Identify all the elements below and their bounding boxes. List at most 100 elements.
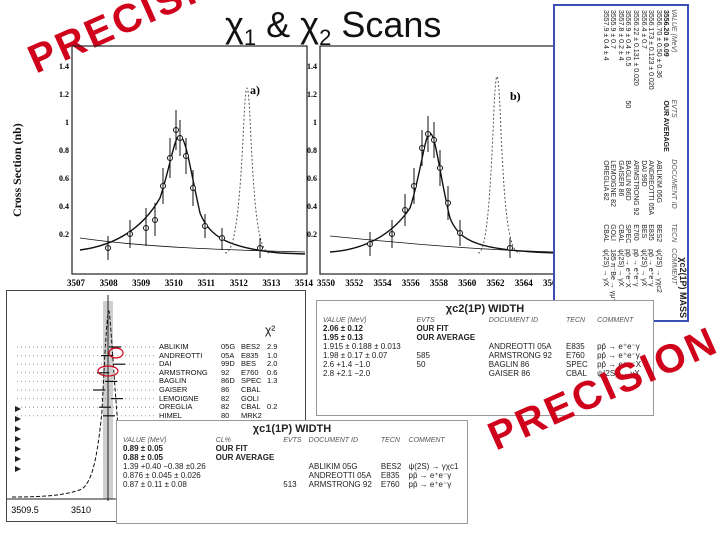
table-cell <box>213 462 281 471</box>
ideogram-entry-cell: 2.9 <box>267 342 278 351</box>
table-row: 2.06 ± 0.12 OUR FIT <box>320 324 650 333</box>
table-cell: BES2 <box>380 462 402 471</box>
ideogram-entry-cell: MRK2 <box>241 410 262 420</box>
y-tick-label: 1.4 <box>307 62 317 71</box>
table-cell: 3557.9 ± 0.4 ± 4 <box>602 10 609 61</box>
x-tick-label: 3513 <box>262 278 281 288</box>
table-cell: GAISER 86 <box>617 160 624 197</box>
x-tick-label: 3507 <box>67 278 86 288</box>
panel-b-xticks: 3550 3552 3554 3556 3558 3560 3562 3564 3566 <box>317 278 562 288</box>
ideogram-entry-cell: ANDREOTTI <box>159 350 203 360</box>
table-cell: 3556.9 ± 0.4 ± 0.5 <box>624 10 632 67</box>
ideogram-entry-cell: 99D <box>221 359 235 369</box>
table-row: 1.39 +0.40 −0.38 ±0.26 ABLIKIM 05G BES2 ψ(2… <box>120 462 464 471</box>
table-row: 3557.9 ± 0.4 ± 4 OREGLIA 82 CBAL ψ(2S) → γX <box>602 8 609 320</box>
table-row: 2.6 +1.4 −1.0 50 BAGLIN 86 SPEC pp̄ → e⁺e⁻X <box>320 360 650 369</box>
table-cell: ABLIKIM 05G <box>655 160 662 204</box>
ideogram-entry: LEMOIGNE 82 GOLI <box>159 393 309 404</box>
panel-a-tag: a) <box>250 83 260 97</box>
panel-b-points <box>367 116 513 258</box>
table-cell: 3555.9 ± 0.7 <box>609 10 617 49</box>
chi-c2-width-header: VALUE (MeV) EVTS DOCUMENT ID TECN COMMEN… <box>323 317 634 324</box>
table-cell <box>602 98 609 158</box>
table-cell: 2.06 ± 0.12 <box>323 324 363 333</box>
ideogram-entry-cell: CBAL <box>241 384 261 394</box>
x-tick-label: 3514 <box>295 278 314 288</box>
ideogram-entry: DAI 99D BES 2.0 <box>159 360 309 369</box>
table-cell <box>655 98 662 158</box>
y-tick-label: 1 <box>65 118 69 127</box>
table-row: 3555.9 ± 0.7 LEMOIGNE 82 GOLI 185 π⁻Be → γμ… <box>609 8 617 320</box>
ideogram-entry-cell: 80 <box>221 410 230 420</box>
title-amp: & χ <box>256 4 320 45</box>
ideogram-entry: OREGLIA 82 CBAL 0.2 <box>159 403 309 412</box>
ideogram-highlight-1 <box>108 347 124 359</box>
ideogram-arrow <box>15 466 21 472</box>
ideogram-panel: 3509.535103510.5 χ² ABLIKIM05GBES22.9AND… <box>6 290 309 522</box>
scan-plot: 1.41.210.80.60.40.2 1.41.210.80.60.40.2 … <box>59 45 562 288</box>
x-tick-label: 3564 <box>515 278 534 288</box>
y-tick-label: 0.2 <box>59 230 69 239</box>
table-cell: E835 <box>380 471 400 480</box>
chi-c1-width-title: χc1(1P) WIDTH <box>252 423 332 435</box>
x-tick-label: 3552 <box>345 278 364 288</box>
chi-c1-width-card: χc1(1P) WIDTH VALUE (MeV) CL% EVTS DOCUM… <box>116 420 468 524</box>
table-cell: pp̄ → e⁺e⁻X <box>597 360 642 369</box>
table-row: 1.98 ± 0.17 ± 0.07 585 ARMSTRONG 92 E760 pp̄… <box>320 351 650 360</box>
chi-c2-width-title: χc2(1P) WIDTH <box>445 303 525 315</box>
table-cell: OUR FIT <box>416 324 449 333</box>
table-cell: CBAL <box>566 369 587 378</box>
ideogram-arrow <box>15 456 21 462</box>
table-cell: OREGLIA 82 <box>602 160 609 201</box>
y-tick-label: 0.4 <box>59 202 69 211</box>
ideogram-entry-cell: BES <box>241 359 257 369</box>
table-cell: 513 <box>283 480 297 489</box>
ideogram-x-tick: 3510 <box>71 505 91 515</box>
panel-b-yticks: 1.4 1.2 1 0.8 0.6 0.4 0.2 <box>307 62 317 239</box>
table-cell: BES2 <box>655 224 662 243</box>
table-cell: 2.6 +1.4 −1.0 <box>323 360 371 369</box>
table-row: 0.87 ± 0.11 ± 0.08 513 ARMSTRONG 92 E760 pp̄… <box>120 480 464 489</box>
table-row: 3556.173 ± 0.123 ± 0.020 ANDREOTTI 05A E83… <box>647 8 655 320</box>
table-cell: pp̄ → e⁺e⁻γ <box>408 471 452 480</box>
y-tick-label: 1.2 <box>59 90 69 99</box>
table-cell: ψ(2S) → γχc1 <box>408 462 459 471</box>
y-tick-label: 0.6 <box>59 174 69 183</box>
x-tick-label: 3556 <box>402 278 421 288</box>
mass-card-title: χc2(1P) MASS <box>678 257 688 318</box>
table-cell: E835 <box>566 342 585 351</box>
panel-a-points <box>105 110 263 260</box>
table-cell: ARMSTRONG 92 <box>632 160 640 216</box>
table-cell: 3557.8 ± 0.2 ± 4 <box>617 10 624 61</box>
table-cell: 1.915 ± 0.188 ± 0.013 <box>323 342 401 351</box>
ideogram-entry-cell: E835 <box>241 350 259 360</box>
panel-b-background-curve <box>329 235 556 253</box>
table-row: 0.89 ± 0.05 OUR FIT <box>120 444 464 453</box>
x-tick-label: 3509 <box>132 278 151 288</box>
x-tick-label: 3558 <box>430 278 449 288</box>
table-cell <box>632 98 640 158</box>
chi-c1-width-table: VALUE (MeV) CL% EVTS DOCUMENT ID TECN CO… <box>120 437 464 489</box>
table-cell: 3556.70 ± 0.50 ± 0.36 <box>655 10 662 79</box>
x-tick-label: 3508 <box>100 278 119 288</box>
ideogram-entry-cell: BAGLIN <box>159 376 187 386</box>
table-cell: 3556.4 ± 0.7 <box>640 10 647 49</box>
title-chi: χ <box>225 4 244 45</box>
table-cell: ANDREOTTI 05A <box>488 342 552 351</box>
table-cell: ANDREOTTI 05A <box>308 471 372 480</box>
table-row: 3557.8 ± 0.2 ± 4 GAISER 86 CBAL ψ(2S) → γX <box>617 8 624 320</box>
ideogram-entry-cell: 82 <box>221 402 230 412</box>
ideogram-highlight-2 <box>97 365 119 377</box>
y-tick-label: 0.6 <box>307 174 317 183</box>
table-cell: BES <box>640 224 647 239</box>
ideogram-entry-cell: LEMOIGNE <box>159 393 199 403</box>
table-cell: GAISER 86 <box>488 369 531 378</box>
ideogram-entry-cell: 2.0 <box>267 359 278 369</box>
ideogram-entry-cell: 1.3 <box>267 376 278 386</box>
table-cell: 0.88 ± 0.05 <box>123 453 163 462</box>
table-row: 1.95 ± 0.13 OUR AVERAGE <box>320 333 650 342</box>
table-cell: SPEC <box>566 360 588 369</box>
slide-title: χ1 & χ2 Scans <box>225 4 441 51</box>
table-cell: CBAL <box>617 224 624 243</box>
ideogram-arrow <box>15 426 21 432</box>
